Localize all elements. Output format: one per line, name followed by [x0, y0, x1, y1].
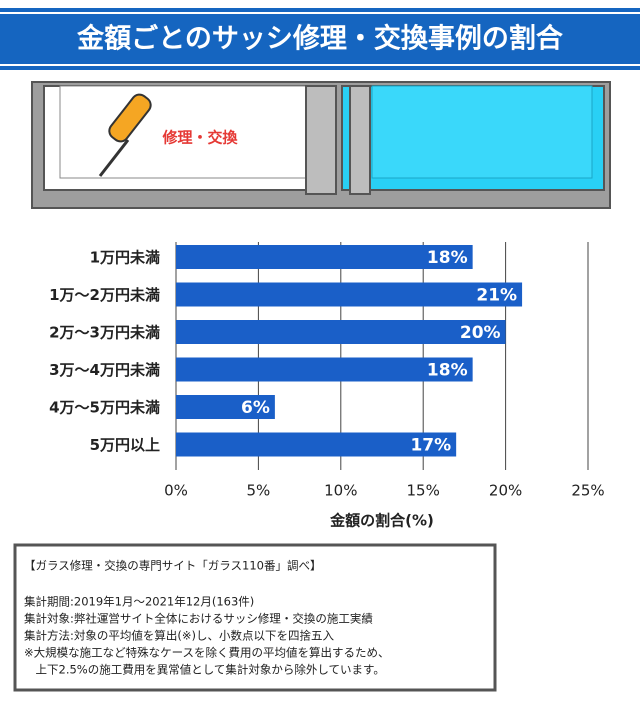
x-tick-label: 15%: [407, 482, 440, 500]
note-line: 上下2.5%の施工費用を異常値として集計対象から除外しています。: [24, 663, 385, 677]
value-label: 17%: [410, 436, 451, 456]
title: 金額ごとのサッシ修理・交換事例の割合: [76, 23, 563, 55]
bar: [176, 320, 506, 344]
note-box: [13, 543, 497, 692]
value-label: 18%: [427, 361, 468, 381]
value-label: 18%: [427, 248, 468, 268]
x-tick-label: 20%: [489, 482, 522, 500]
illustration-label: 修理・交換: [161, 129, 238, 147]
value-label: 20%: [460, 323, 501, 343]
x-tick-label: 25%: [571, 482, 604, 500]
y-tick-label: 5万円以上: [90, 436, 160, 454]
note-line: 集計期間:2019年1月〜2021年12月(163件): [24, 595, 254, 609]
note-heading: 【ガラス修理・交換の専門サイト「ガラス110番」調べ】: [24, 559, 322, 573]
bar: [176, 432, 457, 457]
bar: [176, 357, 473, 382]
x-tick-label: 10%: [324, 482, 357, 500]
y-tick-label: 4万〜5万円未満: [49, 399, 160, 417]
x-tick-label: 5%: [247, 482, 271, 500]
x-tick-label: 0%: [164, 482, 188, 500]
value-label: 6%: [241, 398, 270, 418]
bar: [176, 395, 275, 419]
title-banner: [0, 8, 640, 70]
x-axis-label: 金額の割合(%): [329, 512, 434, 530]
y-tick-label: 1万〜2万円未満: [49, 286, 160, 304]
y-tick-label: 3万〜4万円未満: [49, 361, 160, 379]
note-line: 集計方法:対象の平均値を算出(※)し、小数点以下を四捨五入: [24, 629, 334, 643]
y-tick-label: 1万円未満: [90, 249, 160, 267]
bar: [176, 282, 523, 307]
note-line: ※大規模な施工など特殊なケースを除く費用の平均値を算出するため、: [24, 646, 390, 660]
y-tick-label: 2万〜3万円未満: [49, 324, 160, 342]
note-line: 集計対象:弊社運営サイト全体におけるサッシ修理・交換の施工実績: [24, 612, 373, 626]
bar: [176, 245, 473, 269]
value-label: 21%: [476, 286, 517, 306]
window-illustration: [31, 81, 611, 209]
